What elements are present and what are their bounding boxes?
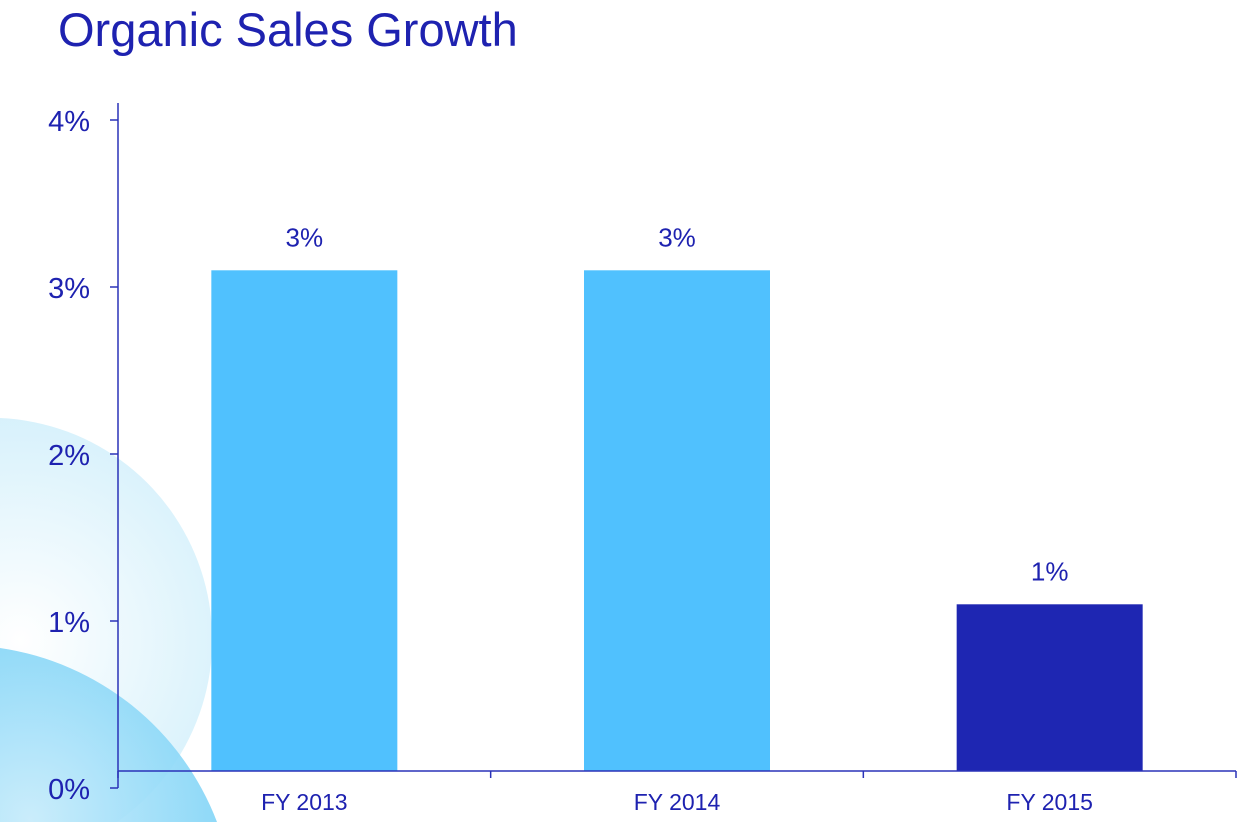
y-tick-label: 1%: [48, 607, 90, 639]
x-tick-label: FY 2015: [1006, 789, 1093, 815]
y-tick-label: 2%: [48, 440, 90, 472]
chart-title: Organic Sales Growth: [58, 3, 518, 56]
x-tick-label: FY 2014: [634, 789, 721, 815]
y-tick-label: 0%: [48, 774, 90, 806]
decorative-circle-small: [0, 648, 217, 822]
y-tick-label: 3%: [48, 273, 90, 305]
y-tick-label: 4%: [48, 106, 90, 138]
bar: [584, 270, 770, 771]
bar: [211, 270, 398, 771]
data-label: 3%: [658, 222, 696, 252]
bar: [956, 604, 1143, 771]
data-label: 1%: [1031, 556, 1069, 586]
x-tick-label: FY 2013: [261, 789, 348, 815]
data-label: 3%: [286, 222, 324, 252]
